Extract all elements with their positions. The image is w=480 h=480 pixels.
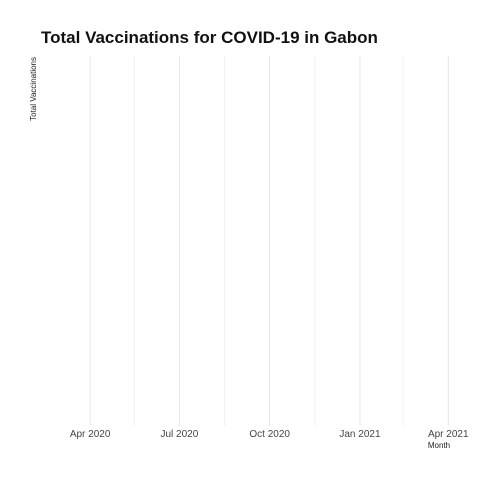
y-axis-label: Total Vaccinations: [29, 57, 38, 121]
x-tick-label-4: Jan 2021: [339, 429, 381, 440]
x-tick-label-2: Jul 2020: [161, 429, 199, 440]
chart-title: Total Vaccinations for COVID-19 in Gabon: [41, 28, 378, 47]
x-tick-label-5: Apr 2021: [428, 429, 469, 440]
x-tick-label-1: Apr 2020: [70, 429, 111, 440]
x-axis-label: Month: [428, 441, 450, 450]
x-tick-label-3: Oct 2020: [249, 429, 290, 440]
